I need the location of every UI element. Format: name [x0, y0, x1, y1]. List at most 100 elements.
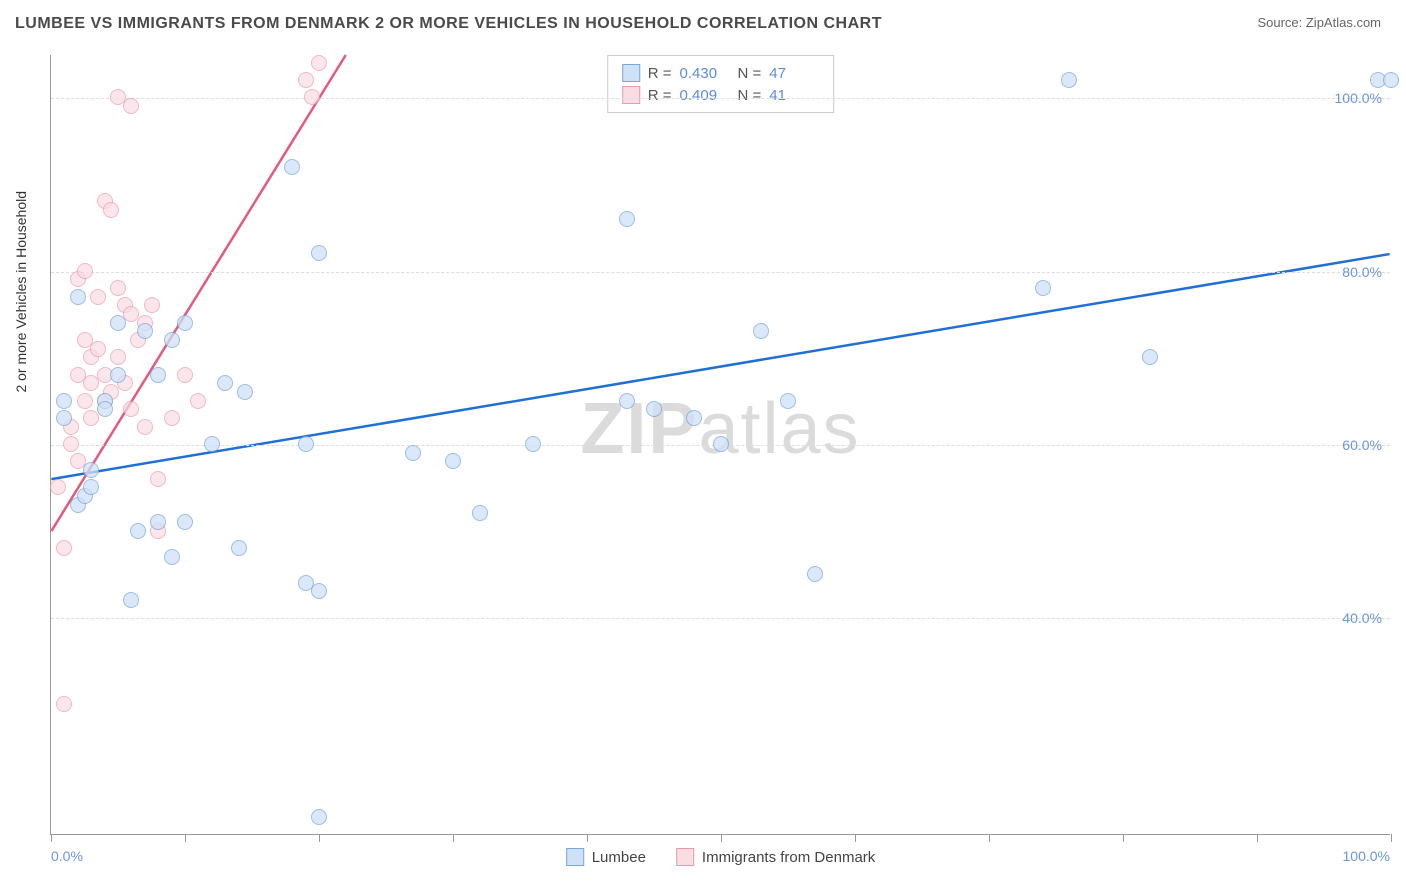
data-point [1061, 72, 1077, 88]
data-point [298, 72, 314, 88]
data-point [177, 315, 193, 331]
data-point [110, 280, 126, 296]
data-point [311, 809, 327, 825]
y-tick-label: 100.0% [1335, 90, 1382, 106]
data-point [90, 289, 106, 305]
data-point [284, 159, 300, 175]
x-tick [1391, 834, 1392, 842]
data-point [90, 341, 106, 357]
legend-swatch [676, 848, 694, 866]
data-point [190, 393, 206, 409]
data-point [164, 549, 180, 565]
data-point [177, 514, 193, 530]
data-point [298, 436, 314, 452]
gridline [51, 98, 1390, 99]
data-point [1035, 280, 1051, 296]
data-point [77, 263, 93, 279]
data-point [137, 323, 153, 339]
data-point [472, 505, 488, 521]
x-tick [989, 834, 990, 842]
y-tick-label: 60.0% [1342, 437, 1382, 453]
data-point [150, 471, 166, 487]
data-point [619, 211, 635, 227]
stats-row: R = 0.430 N = 47 [622, 62, 820, 84]
data-point [231, 540, 247, 556]
r-value: 0.430 [680, 65, 730, 82]
data-point [177, 367, 193, 383]
y-tick-label: 40.0% [1342, 610, 1382, 626]
data-point [123, 592, 139, 608]
r-value: 0.409 [680, 87, 730, 104]
data-point [110, 367, 126, 383]
data-point [150, 514, 166, 530]
data-point [150, 367, 166, 383]
n-label: N = [738, 65, 762, 82]
data-point [304, 89, 320, 105]
data-point [97, 401, 113, 417]
x-tick [855, 834, 856, 842]
legend-label: Lumbee [592, 849, 646, 866]
r-label: R = [648, 87, 672, 104]
data-point [525, 436, 541, 452]
n-value: 41 [769, 87, 819, 104]
data-point [217, 375, 233, 391]
series-swatch [622, 86, 640, 104]
gridline [51, 272, 1390, 273]
data-point [110, 349, 126, 365]
data-point [130, 523, 146, 539]
x-tick [185, 834, 186, 842]
data-point [56, 696, 72, 712]
scatter-chart: 2 or more Vehicles in Household ZIPatlas… [50, 55, 1390, 835]
source-attribution: Source: ZipAtlas.com [1257, 15, 1381, 30]
stats-row: R = 0.409 N = 41 [622, 84, 820, 106]
legend-item: Immigrants from Denmark [676, 848, 875, 866]
data-point [56, 410, 72, 426]
x-tick [51, 834, 52, 842]
data-point [311, 245, 327, 261]
data-point [83, 462, 99, 478]
legend-item: Lumbee [566, 848, 646, 866]
data-point [123, 401, 139, 417]
data-point [103, 202, 119, 218]
data-point [311, 583, 327, 599]
data-point [137, 419, 153, 435]
x-tick [453, 834, 454, 842]
r-label: R = [648, 65, 672, 82]
data-point [753, 323, 769, 339]
data-point [164, 410, 180, 426]
data-point [1383, 72, 1399, 88]
y-axis-title: 2 or more Vehicles in Household [13, 190, 29, 392]
legend-swatch [566, 848, 584, 866]
data-point [405, 445, 421, 461]
data-point [237, 384, 253, 400]
data-point [445, 453, 461, 469]
data-point [123, 98, 139, 114]
x-tick [587, 834, 588, 842]
data-point [70, 289, 86, 305]
series-legend: Lumbee Immigrants from Denmark [566, 848, 876, 866]
data-point [619, 393, 635, 409]
data-point [1142, 349, 1158, 365]
data-point [56, 540, 72, 556]
data-point [780, 393, 796, 409]
data-point [204, 436, 220, 452]
n-value: 47 [769, 65, 819, 82]
stats-legend-box: R = 0.430 N = 47 R = 0.409 N = 41 [607, 55, 835, 113]
x-tick [1257, 834, 1258, 842]
data-point [50, 479, 66, 495]
data-point [311, 55, 327, 71]
n-label: N = [738, 87, 762, 104]
data-point [63, 436, 79, 452]
data-point [144, 297, 160, 313]
x-axis-end-label: 100.0% [1343, 848, 1390, 864]
y-tick-label: 80.0% [1342, 264, 1382, 280]
data-point [56, 393, 72, 409]
chart-title: LUMBEE VS IMMIGRANTS FROM DENMARK 2 OR M… [15, 15, 882, 33]
legend-label: Immigrants from Denmark [702, 849, 875, 866]
x-tick [721, 834, 722, 842]
data-point [77, 393, 93, 409]
data-point [686, 410, 702, 426]
data-point [646, 401, 662, 417]
x-axis-start-label: 0.0% [51, 848, 83, 864]
data-point [164, 332, 180, 348]
